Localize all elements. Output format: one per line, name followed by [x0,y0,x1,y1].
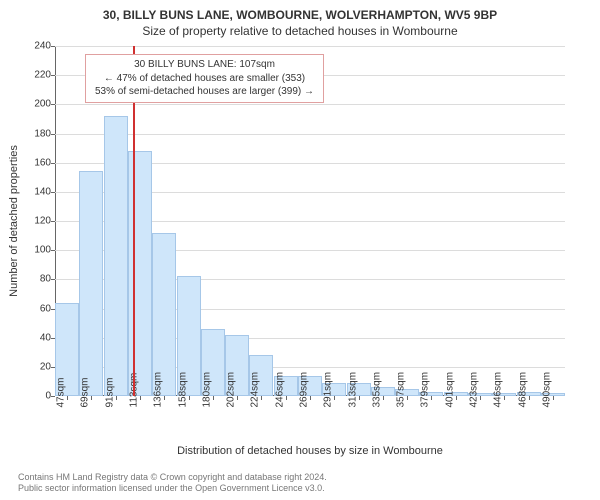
x-tick-mark [504,396,505,400]
x-tick-mark [286,396,287,400]
annotation-line: 53% of semi-detached houses are larger (… [95,85,314,99]
y-tick-label: 40 [40,332,51,343]
histogram-bar [79,171,103,396]
y-tick-label: 100 [34,245,51,256]
y-axis-title: Number of detached properties [7,46,21,396]
x-tick-label: 468sqm [517,372,528,408]
x-tick-mark [407,396,408,400]
y-tick-label: 200 [34,99,51,110]
y-tick-mark [51,250,55,251]
x-tick-label: 180sqm [201,372,212,408]
gridline [55,134,565,135]
x-tick-mark [553,396,554,400]
chart-subtitle: Size of property relative to detached ho… [0,22,600,38]
y-tick-label: 80 [40,274,51,285]
footer-line1: Contains HM Land Registry data © Crown c… [18,472,327,484]
y-tick-label: 20 [40,361,51,372]
annotation-line: 30 BILLY BUNS LANE: 107sqm [95,58,314,72]
x-tick-mark [261,396,262,400]
x-tick-label: 91sqm [104,377,115,407]
y-tick-label: 140 [34,186,51,197]
plot-area: 02040608010012014016018020022024047sqm69… [55,46,565,396]
x-tick-mark [67,396,68,400]
x-tick-mark [529,396,530,400]
x-tick-mark [237,396,238,400]
x-tick-mark [116,396,117,400]
y-tick-label: 180 [34,128,51,139]
annotation-box: 30 BILLY BUNS LANE: 107sqm← 47% of detac… [85,54,324,103]
x-tick-mark [189,396,190,400]
x-tick-label: 446sqm [493,372,504,408]
x-tick-mark [383,396,384,400]
x-tick-label: 269sqm [299,372,310,408]
x-tick-mark [359,396,360,400]
x-tick-label: 224sqm [250,372,261,408]
histogram-bar [104,116,128,396]
y-tick-label: 220 [34,70,51,81]
x-tick-label: 158sqm [177,372,188,408]
x-tick-label: 69sqm [80,377,91,407]
y-tick-mark [51,134,55,135]
x-tick-label: 246sqm [274,372,285,408]
x-tick-mark [431,396,432,400]
x-tick-label: 379sqm [420,372,431,408]
x-axis-title: Distribution of detached houses by size … [55,445,565,457]
gridline [55,104,565,105]
x-tick-label: 291sqm [323,372,334,408]
y-tick-mark [51,192,55,193]
y-tick-mark [51,104,55,105]
y-tick-mark [51,46,55,47]
y-tick-mark [51,163,55,164]
x-tick-mark [91,396,92,400]
x-tick-label: 357sqm [396,372,407,408]
x-tick-mark [310,396,311,400]
y-tick-label: 240 [34,41,51,52]
x-tick-label: 202sqm [226,372,237,408]
annotation-line: ← 47% of detached houses are smaller (35… [95,72,314,86]
x-tick-mark [480,396,481,400]
x-tick-label: 136sqm [153,372,164,408]
footer-line2: Public sector information licensed under… [18,483,327,495]
y-tick-label: 120 [34,216,51,227]
x-tick-label: 313sqm [347,372,358,408]
chart-container: 30, BILLY BUNS LANE, WOMBOURNE, WOLVERHA… [0,0,600,500]
x-tick-mark [334,396,335,400]
x-tick-mark [213,396,214,400]
footer-attribution: Contains HM Land Registry data © Crown c… [18,472,327,495]
x-tick-mark [456,396,457,400]
y-tick-mark [51,396,55,397]
x-tick-mark [140,396,141,400]
x-tick-label: 47sqm [56,377,67,407]
y-tick-label: 60 [40,303,51,314]
x-tick-label: 423sqm [469,372,480,408]
histogram-bar [128,151,152,396]
x-tick-label: 490sqm [541,372,552,408]
gridline [55,46,565,47]
y-tick-label: 160 [34,157,51,168]
y-tick-mark [51,221,55,222]
x-tick-mark [164,396,165,400]
y-tick-mark [51,279,55,280]
x-tick-label: 335sqm [371,372,382,408]
y-tick-mark [51,75,55,76]
x-tick-label: 401sqm [444,372,455,408]
chart-title-address: 30, BILLY BUNS LANE, WOMBOURNE, WOLVERHA… [0,0,600,22]
